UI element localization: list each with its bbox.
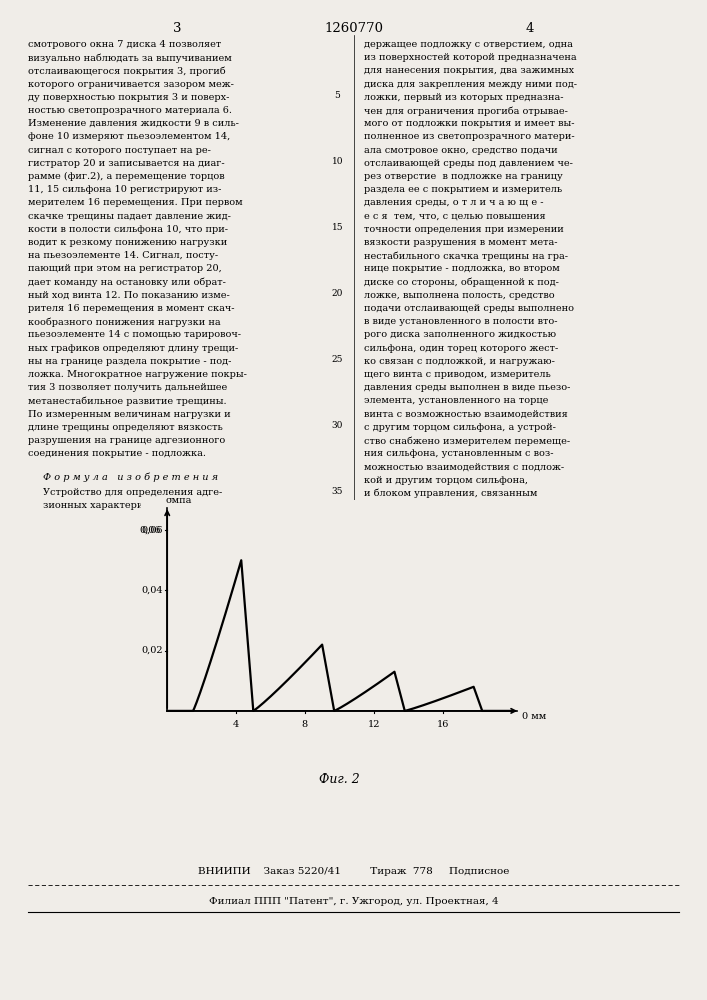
Text: подачи отслаивающей среды выполнено: подачи отслаивающей среды выполнено — [363, 304, 573, 313]
Text: ния сильфона, установленным с воз-: ния сильфона, установленным с воз- — [363, 449, 553, 458]
Text: рез отверстие  в подложке на границу: рез отверстие в подложке на границу — [363, 172, 562, 181]
Text: ный ход винта 12. По показанию изме-: ный ход винта 12. По показанию изме- — [28, 291, 230, 300]
Text: σмпа: σмпа — [165, 496, 192, 505]
Text: и блоком управления, связанным: и блоком управления, связанным — [363, 489, 537, 498]
Text: длине трещины определяют вязкость: длине трещины определяют вязкость — [28, 423, 223, 432]
Text: диске со стороны, обращенной к под-: диске со стороны, обращенной к под- — [363, 278, 559, 287]
Text: 8: 8 — [302, 720, 308, 729]
Text: рителя 16 перемещения в момент скач-: рителя 16 перемещения в момент скач- — [28, 304, 235, 313]
Text: сильфона, один торец которого жест-: сильфона, один торец которого жест- — [363, 344, 558, 353]
Text: 0,02: 0,02 — [141, 646, 163, 655]
Text: отслаивающегося покрытия 3, прогиб: отслаивающегося покрытия 3, прогиб — [28, 66, 226, 76]
Text: ностью светопрозрачного материала 6.: ностью светопрозрачного материала 6. — [28, 106, 232, 115]
Text: раздела ее с покрытием и измеритель: раздела ее с покрытием и измеритель — [363, 185, 561, 194]
Text: нице покрытие - подложка, во втором: нице покрытие - подложка, во втором — [363, 264, 559, 273]
Text: ных графиков определяют длину трещи-: ных графиков определяют длину трещи- — [28, 344, 238, 353]
Text: диска для закрепления между ними под-: диска для закрепления между ними под- — [363, 80, 576, 89]
Text: 16: 16 — [436, 720, 449, 729]
Text: с приводом винта и пьезоэлемен-: с приводом винта и пьезоэлемен- — [363, 502, 537, 511]
Text: мого от подложки покрытия и имеет вы-: мого от подложки покрытия и имеет вы- — [363, 119, 574, 128]
Text: которого ограничивается зазором меж-: которого ограничивается зазором меж- — [28, 80, 234, 89]
Text: из поверхностей которой предназначена: из поверхностей которой предназначена — [363, 53, 576, 62]
Text: 15: 15 — [332, 223, 344, 232]
Text: Фиг. 2: Фиг. 2 — [319, 773, 360, 786]
Text: чен для ограничения прогиба отрывае-: чен для ограничения прогиба отрывае- — [363, 106, 568, 115]
Text: давления среды, о т л и ч а ю щ е -: давления среды, о т л и ч а ю щ е - — [363, 198, 543, 207]
Text: 10: 10 — [332, 157, 344, 166]
Text: 5: 5 — [334, 91, 341, 100]
Text: дает команду на остановку или обрат-: дает команду на остановку или обрат- — [28, 278, 226, 287]
Text: элемента, установленного на торце: элемента, установленного на торце — [363, 396, 548, 405]
Text: ны на границе раздела покрытие - под-: ны на границе раздела покрытие - под- — [28, 357, 231, 366]
Text: ложке, выполнена полость, средство: ложке, выполнена полость, средство — [363, 291, 554, 300]
Text: 25: 25 — [332, 355, 344, 364]
Text: сигнал с которого поступает на ре-: сигнал с которого поступает на ре- — [28, 146, 211, 155]
Text: 12: 12 — [368, 720, 380, 729]
Text: гистратор 20 и записывается на диаг-: гистратор 20 и записывается на диаг- — [28, 159, 225, 168]
Text: кости в полости сильфона 10, что при-: кости в полости сильфона 10, что при- — [28, 225, 228, 234]
Text: 35: 35 — [332, 487, 344, 496]
Text: держащее подложку с отверстием, одна: держащее подложку с отверстием, одна — [363, 40, 573, 49]
Text: мерителем 16 перемещения. При первом: мерителем 16 перемещения. При первом — [28, 198, 243, 207]
Text: ду поверхностью покрытия 3 и поверх-: ду поверхностью покрытия 3 и поверх- — [28, 93, 229, 102]
Text: водит к резкому понижению нагрузки: водит к резкому понижению нагрузки — [28, 238, 227, 247]
Text: кообразного понижения нагрузки на: кообразного понижения нагрузки на — [28, 317, 221, 327]
Text: 0,06: 0,06 — [140, 526, 161, 535]
Text: фоне 10 измеряют пьезоэлементом 14,: фоне 10 измеряют пьезоэлементом 14, — [28, 132, 230, 141]
Text: на пьезоэлементе 14. Сигнал, посту-: на пьезоэлементе 14. Сигнал, посту- — [28, 251, 218, 260]
Text: скачке трещины падает давление жид-: скачке трещины падает давление жид- — [28, 212, 231, 221]
Text: соединения покрытие - подложка.: соединения покрытие - подложка. — [28, 449, 206, 458]
Text: 30: 30 — [332, 421, 343, 430]
Text: 1260770: 1260770 — [324, 22, 383, 35]
Text: По измеренным величинам нагрузки и: По измеренным величинам нагрузки и — [28, 410, 230, 419]
Text: тия 3 позволяет получить дальнейшее: тия 3 позволяет получить дальнейшее — [28, 383, 227, 392]
Text: для нанесения покрытия, два зажимных: для нанесения покрытия, два зажимных — [363, 66, 573, 75]
Text: кой и другим торцом сильфона,: кой и другим торцом сильфона, — [363, 476, 527, 485]
Text: щего винта с приводом, измеритель: щего винта с приводом, измеритель — [363, 370, 550, 379]
Text: 4: 4 — [233, 720, 239, 729]
Text: метанестабильное развитие трещины.: метанестабильное развитие трещины. — [28, 396, 227, 406]
Text: ство снабжено измерителем перемеще-: ство снабжено измерителем перемеще- — [363, 436, 570, 446]
Text: Ф о р м у л а   и з о б р е т е н и я: Ф о р м у л а и з о б р е т е н и я — [43, 472, 218, 482]
Text: нестабильного скачка трещины на гра-: нестабильного скачка трещины на гра- — [363, 251, 568, 261]
Text: ко связан с подложкой, и нагружаю-: ко связан с подложкой, и нагружаю- — [363, 357, 554, 366]
Text: визуально наблюдать за выпучиванием: визуально наблюдать за выпучиванием — [28, 53, 232, 63]
Text: ВНИИПИ    Заказ 5220/41         Тираж  778     Подписное: ВНИИПИ Заказ 5220/41 Тираж 778 Подписное — [198, 867, 509, 876]
Text: ала смотровое окно, средство подачи: ала смотровое окно, средство подачи — [363, 146, 557, 155]
Text: Изменение давления жидкости 9 в силь-: Изменение давления жидкости 9 в силь- — [28, 119, 239, 128]
Text: отслаивающей среды под давлением че-: отслаивающей среды под давлением че- — [363, 159, 573, 168]
Text: с другим торцом сильфона, а устрой-: с другим торцом сильфона, а устрой- — [363, 423, 556, 432]
Text: пающий при этом на регистратор 20,: пающий при этом на регистратор 20, — [28, 264, 222, 273]
Text: разрушения на границе адгезионного: разрушения на границе адгезионного — [28, 436, 226, 445]
Text: 20: 20 — [332, 289, 343, 298]
Text: 0,04: 0,04 — [141, 586, 163, 595]
Text: 3: 3 — [173, 22, 181, 35]
Text: полненное из светопрозрачного матери-: полненное из светопрозрачного матери- — [363, 132, 574, 141]
Text: винта с возможностью взаимодействия: винта с возможностью взаимодействия — [363, 410, 567, 419]
Text: Устройство для определения адге-: Устройство для определения адге- — [43, 488, 222, 497]
Text: смотрового окна 7 диска 4 позволяет: смотрового окна 7 диска 4 позволяет — [28, 40, 221, 49]
Text: 0,06: 0,06 — [141, 526, 163, 535]
Text: том.: том. — [363, 515, 385, 524]
Text: в виде установленного в полости вто-: в виде установленного в полости вто- — [363, 317, 557, 326]
Text: точности определения при измерении: точности определения при измерении — [363, 225, 563, 234]
Text: можностью взаимодействия с подлож-: можностью взаимодействия с подлож- — [363, 462, 563, 471]
Text: 0 мм: 0 мм — [522, 712, 546, 721]
Text: е с я  тем, что, с целью повышения: е с я тем, что, с целью повышения — [363, 212, 545, 221]
Text: 4: 4 — [526, 22, 534, 35]
Text: пьезоэлементе 14 с помощью тарировоч-: пьезоэлементе 14 с помощью тарировоч- — [28, 330, 241, 339]
Text: давления среды выполнен в виде пьезо-: давления среды выполнен в виде пьезо- — [363, 383, 570, 392]
Text: ложки, первый из которых предназна-: ложки, первый из которых предназна- — [363, 93, 563, 102]
Text: рамме (фиг.2), а перемещение торцов: рамме (фиг.2), а перемещение торцов — [28, 172, 225, 181]
Text: 11, 15 сильфона 10 регистрируют из-: 11, 15 сильфона 10 регистрируют из- — [28, 185, 221, 194]
Text: Филиал ППП "Патент", г. Ужгород, ул. Проектная, 4: Филиал ППП "Патент", г. Ужгород, ул. Про… — [209, 897, 498, 906]
Text: зионных характеристик покрытия, со-: зионных характеристик покрытия, со- — [43, 501, 241, 510]
Text: ложка. Многократное нагружение покры-: ложка. Многократное нагружение покры- — [28, 370, 247, 379]
Text: вязкости разрушения в момент мета-: вязкости разрушения в момент мета- — [363, 238, 557, 247]
Text: рого диска заполненного жидкостью: рого диска заполненного жидкостью — [363, 330, 556, 339]
